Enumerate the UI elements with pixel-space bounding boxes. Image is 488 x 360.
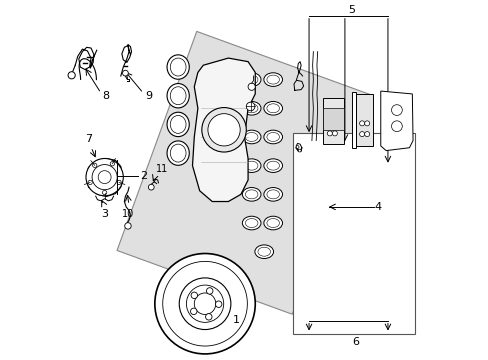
Ellipse shape (245, 219, 258, 228)
Ellipse shape (170, 144, 185, 162)
Text: 6: 6 (351, 337, 358, 347)
Circle shape (68, 72, 75, 79)
Ellipse shape (245, 190, 258, 199)
Ellipse shape (266, 104, 279, 113)
Circle shape (194, 293, 215, 315)
Circle shape (117, 180, 121, 185)
Circle shape (326, 120, 332, 125)
Ellipse shape (266, 75, 279, 84)
Ellipse shape (242, 130, 261, 144)
Text: 4: 4 (374, 202, 381, 212)
Circle shape (332, 131, 337, 136)
Circle shape (92, 163, 97, 167)
Circle shape (179, 278, 230, 329)
Polygon shape (380, 91, 412, 150)
Circle shape (122, 70, 128, 76)
Bar (356, 94, 372, 146)
Circle shape (155, 253, 255, 354)
Ellipse shape (245, 75, 258, 84)
Circle shape (98, 171, 111, 184)
Polygon shape (192, 58, 255, 202)
Circle shape (102, 190, 106, 195)
Circle shape (391, 105, 402, 116)
Ellipse shape (242, 216, 261, 230)
Text: 8: 8 (102, 91, 109, 101)
Ellipse shape (242, 188, 261, 201)
Circle shape (326, 131, 332, 136)
Circle shape (110, 162, 114, 166)
Polygon shape (86, 158, 122, 197)
Ellipse shape (170, 58, 185, 76)
Text: 11: 11 (156, 163, 168, 174)
Circle shape (124, 223, 131, 229)
Ellipse shape (264, 216, 282, 230)
Circle shape (391, 121, 402, 132)
Circle shape (359, 121, 364, 126)
Text: 9: 9 (144, 91, 152, 101)
Circle shape (247, 83, 255, 90)
Bar (322, 108, 344, 130)
Circle shape (359, 132, 364, 136)
Ellipse shape (264, 130, 282, 144)
Ellipse shape (258, 247, 270, 256)
Ellipse shape (167, 55, 189, 79)
Circle shape (364, 121, 369, 126)
Text: 1: 1 (233, 315, 240, 325)
Ellipse shape (242, 102, 261, 115)
Circle shape (364, 132, 369, 136)
Circle shape (163, 261, 247, 346)
Circle shape (148, 184, 154, 190)
Ellipse shape (266, 161, 279, 170)
Ellipse shape (266, 132, 279, 141)
Ellipse shape (242, 159, 261, 172)
Ellipse shape (264, 102, 282, 115)
Ellipse shape (264, 73, 282, 86)
Circle shape (88, 180, 92, 185)
Circle shape (332, 120, 337, 125)
Circle shape (215, 301, 222, 307)
Circle shape (92, 165, 117, 190)
Ellipse shape (170, 87, 185, 105)
Circle shape (205, 314, 212, 320)
Ellipse shape (245, 161, 258, 170)
Ellipse shape (245, 132, 258, 141)
Circle shape (86, 158, 123, 196)
Ellipse shape (254, 245, 273, 258)
Circle shape (246, 102, 254, 111)
Circle shape (191, 292, 197, 298)
Ellipse shape (242, 73, 261, 86)
Bar (322, 98, 344, 144)
Ellipse shape (245, 104, 258, 113)
Ellipse shape (167, 84, 189, 108)
Circle shape (296, 145, 298, 148)
Text: 2: 2 (140, 171, 146, 181)
Polygon shape (117, 31, 371, 314)
Circle shape (202, 108, 246, 152)
Circle shape (207, 114, 240, 146)
Circle shape (186, 285, 223, 322)
Ellipse shape (167, 141, 189, 165)
Ellipse shape (170, 116, 185, 134)
Ellipse shape (264, 188, 282, 201)
Circle shape (298, 149, 301, 152)
Text: 3: 3 (101, 210, 108, 219)
Text: 5: 5 (347, 5, 354, 15)
Ellipse shape (264, 159, 282, 172)
Circle shape (206, 288, 212, 294)
Bar (292, 134, 414, 334)
Ellipse shape (167, 112, 189, 136)
Text: 10: 10 (122, 210, 134, 219)
Circle shape (190, 308, 197, 315)
Ellipse shape (266, 190, 279, 199)
Bar (351, 92, 356, 148)
Ellipse shape (266, 219, 279, 228)
Text: 7: 7 (85, 134, 92, 144)
